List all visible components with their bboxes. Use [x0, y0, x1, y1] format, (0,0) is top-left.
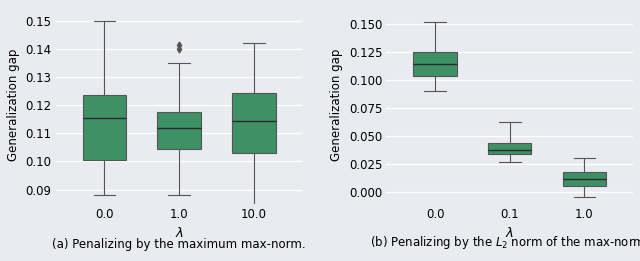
PathPatch shape: [488, 143, 531, 154]
Text: (b) Penalizing by the $L_2$ norm of the max-norm.: (b) Penalizing by the $L_2$ norm of the …: [371, 234, 640, 251]
X-axis label: $\lambda$: $\lambda$: [505, 226, 515, 240]
X-axis label: $\lambda$: $\lambda$: [175, 226, 184, 240]
PathPatch shape: [413, 52, 457, 76]
Text: (a) Penalizing by the maximum max-norm.: (a) Penalizing by the maximum max-norm.: [52, 238, 306, 251]
PathPatch shape: [83, 96, 126, 160]
PathPatch shape: [157, 112, 201, 149]
PathPatch shape: [232, 93, 275, 153]
Y-axis label: Generalization gap: Generalization gap: [7, 49, 20, 162]
PathPatch shape: [563, 172, 606, 186]
Y-axis label: Generalization gap: Generalization gap: [330, 49, 343, 162]
